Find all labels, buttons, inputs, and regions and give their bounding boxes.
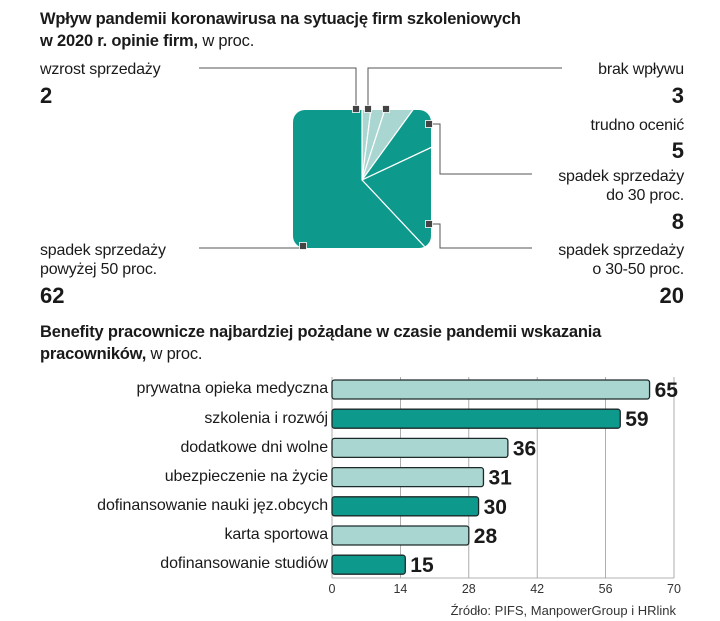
bar-label-prywatna-opieka: prywatna opieka medyczna (136, 380, 329, 397)
x-tick-label-4: 56 (599, 582, 613, 596)
leader-marker-2 (382, 105, 390, 113)
bar-value-label-3: 31 (488, 467, 512, 490)
pie-label-spadek-powyzej-50-line2: powyżej 50 proc. (40, 261, 157, 278)
bar-label-dni-wolne: dodatkowe dni wolne (180, 439, 328, 456)
bar-0 (331, 379, 651, 400)
bar-label-nauka-jezykow: dofinansowanie nauki jęz.obcych (97, 497, 328, 514)
source-note: Źródło: PIFS, ManpowerGroup i HRlink (450, 603, 676, 618)
pie-label-spadek-do-30: spadek sprzedaży do 30 proc. (558, 167, 684, 205)
x-tick-label-3: 42 (530, 582, 544, 596)
pie-slice-2 (361, 110, 425, 181)
pie-value-spadek-do-30: 8 (671, 209, 684, 234)
pie-chart-title: Wpływ pandemii koronawirusa na sytuację … (40, 8, 521, 52)
leader-wzrost (199, 67, 357, 108)
bar-5 (331, 525, 470, 546)
pie-label-spadek-do-30-line2: do 30 proc. (606, 187, 684, 204)
leader-marker-3 (425, 120, 433, 128)
bar-title-line1: Benefity pracownicze najbardziej pożądan… (40, 323, 602, 341)
bar-label-studia: dofinansowanie studiów (160, 555, 328, 572)
bar-label-karta-sportowa: karta sportowa (224, 526, 328, 543)
bar-label-szkolenia: szkolenia i rozwój (204, 410, 328, 427)
pie-slices (293, 110, 431, 248)
bar-4 (331, 496, 480, 517)
pie-title-line1: Wpływ pandemii koronawirusa na sytuację … (40, 10, 521, 28)
pie-value-spadek-powyzej-50: 62 (40, 283, 65, 308)
pie-slice-4 (361, 110, 431, 181)
pie-slice-0 (293, 110, 431, 248)
bar-3 (331, 466, 485, 488)
bar-6 (331, 554, 406, 575)
bar-value-label-1: 59 (625, 408, 648, 431)
bar-label-ubezpieczenie: ubezpieczenie na życie (164, 468, 328, 485)
leader-marker-5 (299, 242, 307, 250)
bar-2 (331, 437, 509, 459)
bar-chart-title: Benefity pracownicze najbardziej pożądan… (40, 321, 601, 365)
pie-label-spadek-30-50: spadek sprzedaży o 30-50 proc. (558, 241, 684, 279)
pie-slice-3 (361, 110, 431, 181)
pie-value-trudno-ocenic: 5 (671, 138, 684, 163)
bar-value-label-0: 65 (655, 379, 679, 402)
pie-label-wzrost: wzrost sprzedaży (40, 61, 161, 78)
pie-title-unit: w proc. (202, 32, 255, 50)
leader-spadek-30-50 (429, 223, 532, 249)
bar-title-unit: w proc. (150, 345, 203, 363)
pie-label-spadek-30-50-line1: spadek sprzedaży (558, 242, 684, 259)
x-tick-label-2: 28 (462, 582, 476, 596)
pie-label-spadek-powyzej-50: spadek sprzedaży powyżej 50 proc. (40, 241, 166, 279)
bar-value-label-5: 28 (474, 525, 498, 548)
leader-marker-1 (364, 105, 372, 113)
pie-label-brak-wplywu: brak wpływu (598, 61, 684, 78)
leader-marker-4 (425, 220, 433, 228)
x-tick-label-0: 0 (329, 582, 336, 596)
pie-label-spadek-30-50-line2: o 30-50 proc. (592, 261, 684, 278)
leader-brak-wplywu (367, 67, 562, 108)
pie-label-spadek-powyzej-50-line1: spadek sprzedaży (40, 242, 166, 259)
pie-chart (199, 67, 562, 250)
bar-title-line2: pracowników, (40, 345, 147, 363)
bar-value-label-4: 30 (484, 496, 507, 519)
pie-title-line2: w 2020 r. opinie firm, (40, 32, 198, 50)
pie-value-wzrost: 2 (40, 83, 53, 108)
x-tick-label-1: 14 (393, 582, 407, 596)
x-tick-label-5: 70 (667, 582, 681, 596)
pie-label-trudno-ocenic: trudno ocenić (590, 117, 685, 134)
leader-trudno-ocenic (429, 123, 532, 175)
pie-value-brak-wplywu: 3 (671, 83, 684, 108)
bar-value-label-2: 36 (513, 437, 536, 460)
leader-marker-0 (352, 105, 360, 113)
pie-value-spadek-30-50: 20 (659, 283, 684, 308)
pie-label-spadek-do-30-line1: spadek sprzedaży (558, 168, 684, 185)
bar-1 (331, 408, 621, 429)
bar-value-label-6: 15 (410, 554, 434, 577)
